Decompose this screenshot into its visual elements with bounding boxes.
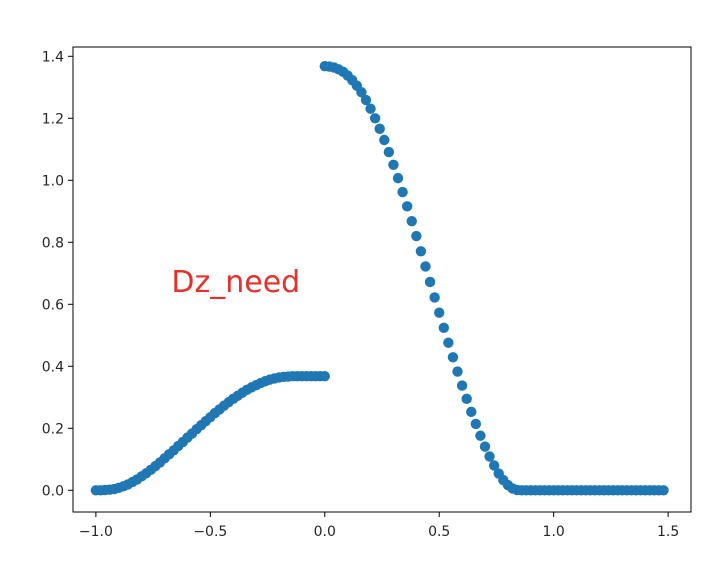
y-tick-label: 0.2 [42, 421, 64, 437]
data-point [374, 123, 385, 135]
data-point [429, 292, 440, 303]
x-tick-label: −0.5 [193, 524, 227, 540]
data-point [466, 406, 477, 418]
y-tick-label: 1.4 [42, 49, 64, 65]
data-point [658, 485, 669, 496]
y-tick-label: 1.0 [42, 173, 64, 189]
data-point [388, 159, 399, 170]
data-point [475, 430, 486, 441]
data-point [488, 460, 500, 471]
y-tick-label: 0.4 [42, 359, 64, 375]
axes-frame [72, 46, 692, 513]
data-point [392, 172, 404, 184]
dz-need-annotation: Dz_need [171, 265, 300, 300]
data-point [424, 276, 436, 288]
x-tick-label: 0.5 [428, 524, 450, 540]
data-point [383, 146, 395, 158]
data-points [90, 61, 669, 496]
data-point [365, 103, 376, 114]
data-point [411, 230, 422, 242]
data-point [452, 366, 463, 377]
data-point [438, 322, 449, 334]
data-point [443, 337, 454, 348]
data-point [447, 352, 459, 363]
data-point [461, 393, 472, 405]
data-point [415, 246, 427, 257]
data-point [456, 380, 468, 391]
data-point [397, 186, 408, 198]
data-point [360, 94, 372, 106]
data-point [470, 418, 482, 430]
data-point [369, 113, 381, 124]
data-point [484, 451, 495, 462]
data-point [319, 371, 330, 382]
y-tick-label: 1.2 [42, 111, 64, 127]
x-axis-ticks: −1.0 −0.5 0.0 0.5 1.0 1.5 [79, 512, 679, 540]
y-tick-label: 0.0 [42, 483, 64, 499]
data-point [420, 261, 431, 272]
data-point [401, 201, 413, 212]
data-point [379, 134, 390, 146]
data-point [356, 87, 367, 98]
x-tick-label: 0.0 [314, 524, 336, 540]
data-point [434, 307, 445, 318]
data-point [406, 216, 417, 227]
x-tick-label: 1.0 [543, 524, 565, 540]
x-tick-label: −1.0 [79, 524, 113, 540]
data-point [479, 441, 491, 452]
y-tick-label: 0.8 [42, 235, 64, 251]
y-tick-label: 0.6 [42, 297, 64, 313]
y-axis-ticks: 0.0 0.2 0.4 0.6 0.8 1.0 1.2 1.4 [42, 49, 73, 499]
x-tick-label: 1.5 [657, 524, 679, 540]
